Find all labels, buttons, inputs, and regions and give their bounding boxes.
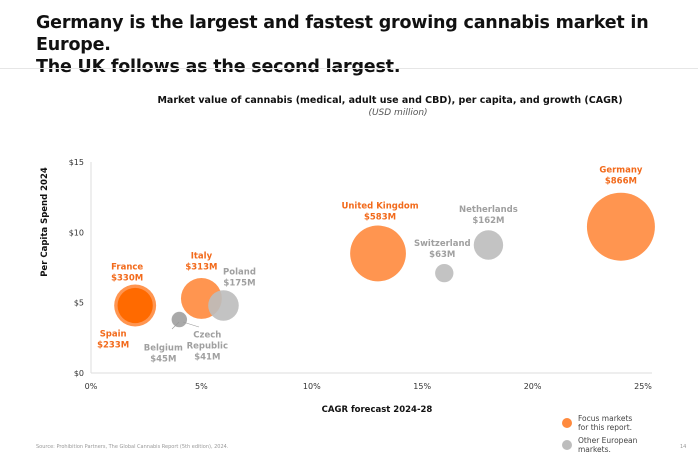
chart-subtitle: (USD million) <box>368 108 427 118</box>
bubble-united-kingdom <box>350 225 406 282</box>
legend-label-other: Other European <box>578 436 638 445</box>
label-name-switzerland: Switzerland <box>414 239 471 249</box>
headline-line-2: The UK follows as the second largest. <box>36 57 401 77</box>
label-name-france: France <box>111 262 143 272</box>
bubble-poland <box>208 290 239 321</box>
x-tick-label: 20% <box>524 382 542 391</box>
label-value-netherlands: $162M <box>472 216 504 226</box>
label-name-germany: Germany <box>599 166 643 176</box>
label-value-italy: $313M <box>185 262 217 272</box>
label-value-united-kingdom: $583M <box>364 212 396 222</box>
label-name-united-kingdom: United Kingdom <box>341 201 418 211</box>
bubble-switzerland <box>435 263 454 283</box>
leader-line-belgium <box>171 321 180 330</box>
x-tick-label: 5% <box>195 382 208 391</box>
label-value-switzerland: $63M <box>429 250 455 260</box>
page-number: 14 <box>680 444 687 450</box>
legend-label-other: markets. <box>578 445 611 454</box>
x-axis-label: CAGR forecast 2024-28 <box>322 405 433 415</box>
x-tick-label: 10% <box>303 382 321 391</box>
leader-line-czech-republic <box>182 321 200 328</box>
divider <box>0 68 698 69</box>
y-axis-label: Per Capita Spend 2024 <box>40 167 50 277</box>
label-name-czech-republic: Republic <box>187 342 228 352</box>
source-note: Source: Prohibition Partners, The Global… <box>36 444 229 450</box>
label-value-czech-republic: $41M <box>194 353 220 363</box>
label-name-italy: Italy <box>191 251 213 261</box>
legend-label-focus: Focus markets <box>578 414 632 423</box>
headline: Germany is the largest and fastest growi… <box>36 12 698 78</box>
label-value-france: $330M <box>111 273 143 283</box>
y-tick-label: $0 <box>74 369 84 378</box>
bubble-netherlands <box>473 230 504 260</box>
label-value-belgium: $45M <box>150 355 176 365</box>
label-name-czech-republic: Czech <box>193 331 221 341</box>
label-name-belgium: Belgium <box>144 344 183 354</box>
label-value-poland: $175M <box>223 278 255 288</box>
headline-line-1: Germany is the largest and fastest growi… <box>36 13 649 55</box>
x-tick-label: 25% <box>634 382 652 391</box>
legend-marker-focus <box>562 418 572 428</box>
label-value-spain: $233M <box>97 340 129 350</box>
x-tick-label: 0% <box>85 382 98 391</box>
label-name-spain: Spain <box>100 329 127 339</box>
label-value-germany: $866M <box>605 177 637 187</box>
label-name-poland: Poland <box>223 267 256 277</box>
y-tick-label: $5 <box>74 299 84 308</box>
y-tick-label: $10 <box>69 228 84 237</box>
legend-label-focus: for this report. <box>578 423 632 432</box>
chart-title: Market value of cannabis (medical, adult… <box>157 95 622 106</box>
x-tick-label: 15% <box>413 382 431 391</box>
legend-marker-other <box>562 440 572 450</box>
y-tick-label: $15 <box>69 158 84 167</box>
bubble-germany <box>586 192 655 261</box>
bubble-spain <box>117 287 153 324</box>
bubble-czech-republic <box>171 312 187 327</box>
label-name-netherlands: Netherlands <box>459 205 518 215</box>
